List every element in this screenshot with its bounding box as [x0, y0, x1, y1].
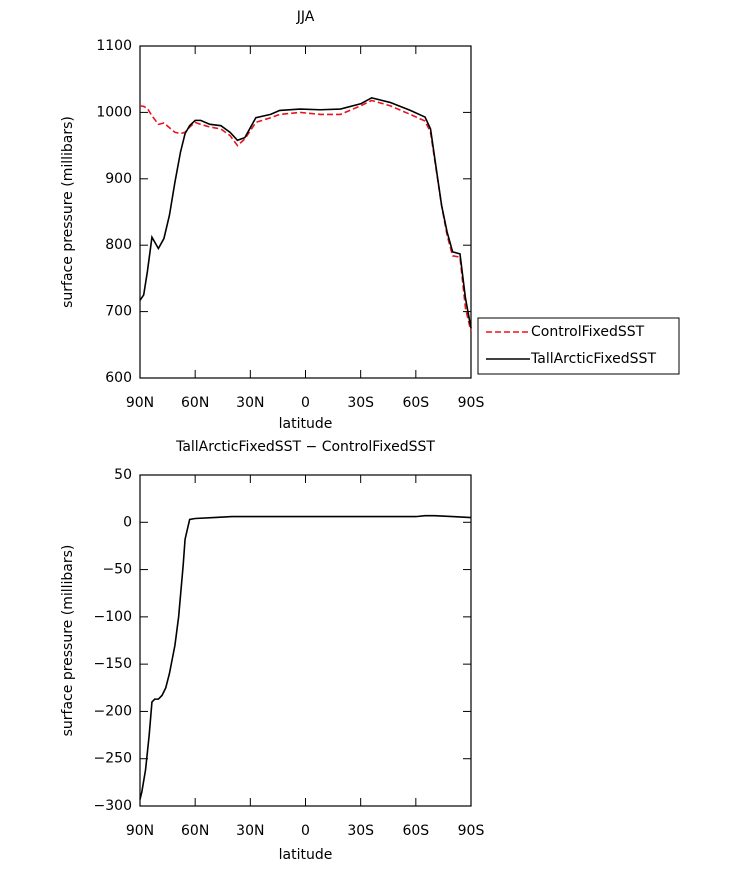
y-tick-label: −200	[94, 703, 132, 719]
x-tick-label: 60S	[402, 395, 429, 411]
y-tick-label: 50	[114, 467, 132, 483]
y-tick-label: 700	[105, 304, 132, 320]
data-line	[139, 99, 472, 332]
y-tick-label: 900	[105, 171, 132, 187]
x-tick-label: 60S	[402, 823, 429, 839]
legend-label: ControlFixedSST	[531, 324, 645, 340]
x-axis-label: latitude	[279, 416, 333, 432]
y-tick-label: 600	[105, 370, 132, 386]
data-line	[139, 514, 472, 800]
x-tick-label: 30S	[347, 395, 374, 411]
chart-title: JJA	[296, 9, 315, 25]
y-tick-label: −150	[94, 656, 132, 672]
legend-box	[477, 317, 680, 375]
y-axis-label: surface pressure (millibars)	[60, 545, 76, 737]
x-tick-label: 90S	[458, 823, 485, 839]
y-axis-label: surface pressure (millibars)	[60, 116, 76, 308]
y-tick-label: −50	[102, 562, 132, 578]
x-tick-label: 0	[301, 395, 310, 411]
chart-title: TallArcticFixedSST − ControlFixedSST	[175, 439, 435, 455]
legend-label: TallArcticFixedSST	[530, 351, 656, 367]
x-tick-label: 90N	[126, 823, 154, 839]
x-tick-label: 60N	[181, 395, 209, 411]
y-tick-label: −250	[94, 751, 132, 767]
x-tick-label: 30S	[347, 823, 374, 839]
data-line	[139, 96, 472, 329]
x-tick-label: 30N	[236, 395, 264, 411]
x-tick-label: 90N	[126, 395, 154, 411]
y-tick-label: 800	[105, 237, 132, 253]
y-tick-label: 0	[123, 514, 132, 530]
plot-frame	[139, 474, 472, 807]
x-tick-label: 30N	[236, 823, 264, 839]
y-tick-label: −300	[94, 798, 132, 814]
x-tick-label: 0	[301, 823, 310, 839]
y-tick-label: −100	[94, 609, 132, 625]
x-tick-label: 90S	[458, 395, 485, 411]
y-tick-label: 1000	[96, 104, 132, 120]
plot-frame	[139, 45, 472, 379]
y-tick-label: 1100	[96, 38, 132, 54]
x-tick-label: 60N	[181, 823, 209, 839]
x-axis-label: latitude	[279, 847, 333, 863]
